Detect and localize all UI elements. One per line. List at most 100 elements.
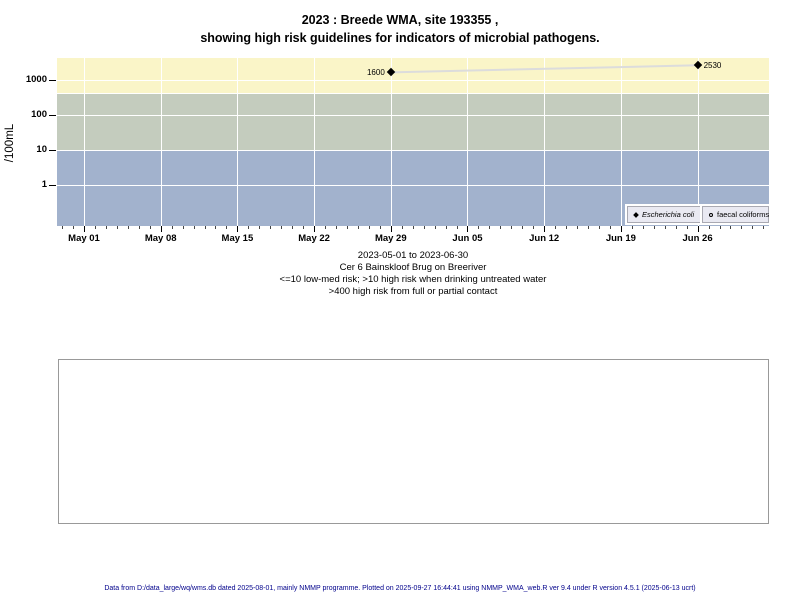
legend-label: Escherichia coli bbox=[642, 210, 695, 219]
x-axis-minor-tick bbox=[368, 226, 370, 229]
x-axis-minor-tick bbox=[325, 226, 327, 229]
x-axis-minor-tick bbox=[752, 226, 754, 229]
x-axis-minor-tick bbox=[73, 226, 75, 229]
filled-diamond-icon bbox=[633, 211, 639, 218]
chart-panel: 1600 2530 /100mL Escherichia coli faecal … bbox=[4, 58, 769, 244]
x-axis-minor-tick bbox=[292, 226, 294, 229]
x-axis-minor-tick bbox=[94, 226, 96, 229]
x-tick-label: May 08 bbox=[144, 233, 177, 244]
x-axis-minor-tick bbox=[577, 226, 579, 229]
x-axis-major-tick bbox=[544, 226, 546, 232]
x-axis-minor-tick bbox=[401, 226, 403, 229]
x-axis-minor-tick bbox=[489, 226, 491, 229]
x-axis-minor-tick bbox=[598, 226, 600, 229]
x-axis-minor-tick bbox=[346, 226, 348, 229]
risk-band-1 bbox=[57, 93, 769, 150]
x-axis-minor-tick bbox=[511, 226, 513, 229]
legend-label: faecal coliforms bbox=[717, 210, 770, 219]
y-tick-label: 100 bbox=[31, 108, 47, 120]
x-axis-minor-tick bbox=[675, 226, 677, 229]
chart-title: 2023 : Breede WMA, site 193355 , showing… bbox=[0, 11, 800, 47]
x-axis-minor-tick bbox=[127, 226, 129, 229]
x-axis-minor-tick bbox=[566, 226, 568, 229]
x-axis-minor-tick bbox=[588, 226, 590, 229]
y-tick-label: 10 bbox=[36, 143, 47, 155]
subtitle-site-name: Cer 6 Bainskloof Brug on Breeriver bbox=[339, 262, 487, 273]
v-gridline bbox=[390, 58, 392, 226]
series-line-layer bbox=[390, 64, 698, 74]
y-axis-tick bbox=[49, 79, 56, 81]
x-axis-minor-tick bbox=[193, 226, 195, 229]
x-axis-minor-tick bbox=[664, 226, 666, 229]
x-axis-minor-tick bbox=[149, 226, 151, 229]
legend-item-escherichia-coli: Escherichia coli bbox=[627, 206, 702, 223]
h-gridline bbox=[57, 185, 769, 187]
x-axis-minor-tick bbox=[105, 226, 107, 229]
x-tick-label: Jun 26 bbox=[682, 233, 713, 244]
y-tick-label: 1000 bbox=[25, 73, 47, 85]
h-gridline bbox=[57, 79, 769, 81]
risk-band-0 bbox=[57, 58, 769, 94]
v-gridline bbox=[237, 58, 239, 226]
y-tick-label: 1 bbox=[41, 179, 47, 191]
v-gridline bbox=[620, 58, 622, 226]
x-axis-minor-tick bbox=[642, 226, 644, 229]
legend: Escherichia coli faecal coliforms bbox=[627, 206, 769, 225]
y-axis-tick bbox=[49, 114, 56, 116]
legend-item-faecal-coliforms: faecal coliforms bbox=[702, 206, 769, 223]
series-line bbox=[390, 64, 698, 74]
x-axis-minor-tick bbox=[248, 226, 250, 229]
x-tick-label: Jun 12 bbox=[529, 233, 560, 244]
x-axis-major-tick bbox=[160, 226, 162, 232]
x-axis-minor-tick bbox=[522, 226, 524, 229]
x-axis-minor-tick bbox=[609, 226, 611, 229]
y-axis-tick bbox=[49, 185, 56, 187]
x-axis-minor-tick bbox=[412, 226, 414, 229]
chart-title-line-2: showing high risk guidelines for indicat… bbox=[200, 31, 600, 45]
subtitle-risk-note-1: <=10 low-med risk; >10 high risk when dr… bbox=[279, 274, 547, 285]
x-tick-label: May 01 bbox=[68, 233, 100, 244]
x-tick-label: Jun 19 bbox=[605, 233, 636, 244]
x-axis-minor-tick bbox=[226, 226, 228, 229]
v-gridline bbox=[467, 58, 469, 226]
x-axis-minor-tick bbox=[763, 226, 765, 229]
v-gridline bbox=[314, 58, 316, 226]
h-gridline bbox=[57, 114, 769, 116]
subtitle-risk-note-2: >400 high risk from full or partial cont… bbox=[328, 286, 498, 297]
x-tick-label: May 22 bbox=[298, 233, 330, 244]
x-axis-major-tick bbox=[314, 226, 316, 232]
x-axis-minor-tick bbox=[270, 226, 272, 229]
x-axis-minor-tick bbox=[445, 226, 447, 229]
x-axis-minor-tick bbox=[631, 226, 633, 229]
x-axis-minor-tick bbox=[182, 226, 184, 229]
x-axis-minor-tick bbox=[303, 226, 305, 229]
v-gridline bbox=[544, 58, 546, 226]
plot-area: 1600 2530 bbox=[57, 58, 769, 226]
x-axis-minor-tick bbox=[336, 226, 337, 229]
x-axis-minor-tick bbox=[533, 226, 535, 229]
x-tick-label: May 29 bbox=[374, 233, 407, 244]
x-axis-major-tick bbox=[467, 226, 469, 232]
empty-second-panel bbox=[58, 359, 769, 524]
x-axis-minor-tick bbox=[686, 226, 688, 229]
x-axis-major-tick bbox=[237, 226, 239, 232]
x-axis-minor-tick bbox=[116, 226, 118, 229]
chart-title-line-1: 2023 : Breede WMA, site 193355 , bbox=[301, 13, 499, 27]
x-axis-minor-tick bbox=[357, 226, 359, 229]
x-axis-major-tick bbox=[697, 226, 699, 232]
data-point-value-label: 2530 bbox=[703, 61, 722, 71]
x-axis-minor-tick bbox=[719, 226, 721, 229]
data-point-value-label: 1600 bbox=[366, 68, 385, 78]
x-axis-minor-tick bbox=[171, 226, 173, 229]
h-gridline bbox=[57, 149, 769, 151]
x-axis-minor-tick bbox=[62, 226, 64, 229]
x-axis-minor-tick bbox=[500, 226, 502, 229]
x-axis-minor-tick bbox=[423, 226, 425, 229]
x-axis-minor-tick bbox=[259, 226, 261, 229]
x-axis-minor-tick bbox=[434, 226, 436, 229]
x-axis-major-tick bbox=[620, 226, 622, 232]
x-axis-minor-tick bbox=[204, 226, 206, 229]
chart-subtitle: 2023-05-01 to 2023-06-30 Cer 6 Bainskloo… bbox=[57, 250, 769, 298]
x-axis-minor-tick bbox=[215, 226, 217, 229]
